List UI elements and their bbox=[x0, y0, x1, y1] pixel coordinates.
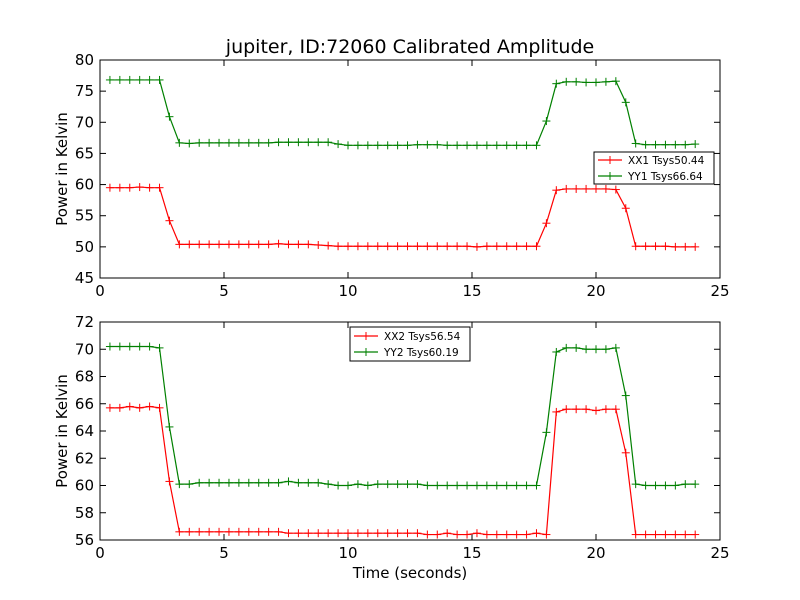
bottom-x-tick-label: 5 bbox=[219, 544, 229, 562]
bottom-y-tick-label: 60 bbox=[75, 477, 94, 495]
bottom-subplot: 0 5 10 15 20 25 56 58 60 62 64 66 68 70 72 Power in Ke… bbox=[53, 313, 730, 582]
bottom-y-tick-label: 72 bbox=[75, 313, 94, 331]
bottom-x-tick-label: 15 bbox=[462, 544, 481, 562]
bottom-legend-label-xx2: XX2 Tsys56.54 bbox=[384, 331, 461, 343]
top-legend-label-yy1: YY1 Tsys66.64 bbox=[627, 171, 703, 183]
bottom-y-tick-label: 56 bbox=[75, 531, 94, 549]
top-x-tick-label: 5 bbox=[219, 282, 229, 300]
bottom-x-tick-label: 0 bbox=[95, 544, 105, 562]
bottom-x-axis-label: Time (seconds) bbox=[352, 564, 468, 582]
top-y-tick-label: 45 bbox=[75, 269, 94, 287]
top-y-tick-label: 55 bbox=[75, 207, 94, 225]
top-y-tick-label: 75 bbox=[75, 82, 94, 100]
top-y-tick-label: 50 bbox=[75, 238, 94, 256]
top-subplot: jupiter, ID:72060 Calibrated Amplitude 0… bbox=[53, 36, 730, 300]
top-y-tick-label: 60 bbox=[75, 176, 94, 194]
bottom-x-tick-label: 20 bbox=[586, 544, 605, 562]
top-y-tick-label: 65 bbox=[75, 144, 94, 162]
top-legend: XX1 Tsys50.44 YY1 Tsys66.64 bbox=[593, 151, 715, 185]
bottom-x-tick-label: 25 bbox=[710, 544, 729, 562]
bottom-y-axis-label: Power in Kelvin bbox=[53, 374, 71, 488]
bottom-y-tick-label: 66 bbox=[75, 395, 94, 413]
top-x-tick-label: 10 bbox=[338, 282, 357, 300]
top-y-tick-label: 70 bbox=[75, 113, 94, 131]
top-x-tick-label: 15 bbox=[462, 282, 481, 300]
bottom-y-tick-label: 62 bbox=[75, 449, 94, 467]
top-y-tick-label: 80 bbox=[75, 51, 94, 69]
bottom-y-tick-label: 64 bbox=[75, 422, 94, 440]
bottom-x-tick-label: 10 bbox=[338, 544, 357, 562]
chart-title: jupiter, ID:72060 Calibrated Amplitude bbox=[225, 36, 594, 58]
bottom-y-tick-label: 58 bbox=[75, 504, 94, 522]
bottom-series-group bbox=[105, 342, 700, 539]
top-x-tick-label: 25 bbox=[710, 282, 729, 300]
bottom-y-tick-label: 70 bbox=[75, 340, 94, 358]
bottom-legend-label-yy2: YY2 Tsys60.19 bbox=[383, 347, 459, 359]
bottom-y-tick-label: 68 bbox=[75, 368, 94, 386]
top-x-tick-label: 20 bbox=[586, 282, 605, 300]
top-x-tick-label: 0 bbox=[95, 282, 105, 300]
top-series-group bbox=[105, 75, 700, 251]
top-axis-ticks: 0 5 10 15 20 25 45 50 55 60 65 70 75 80 bbox=[75, 51, 730, 300]
top-y-axis-label: Power in Kelvin bbox=[53, 112, 71, 226]
bottom-legend-box bbox=[349, 326, 471, 362]
bottom-axis-ticks: 0 5 10 15 20 25 56 58 60 62 64 66 68 70 72 bbox=[75, 313, 730, 562]
bottom-legend: XX2 Tsys56.54 YY2 Tsys60.19 bbox=[349, 326, 471, 362]
top-legend-label-xx1: XX1 Tsys50.44 bbox=[628, 155, 705, 167]
top-legend-box bbox=[593, 151, 715, 185]
